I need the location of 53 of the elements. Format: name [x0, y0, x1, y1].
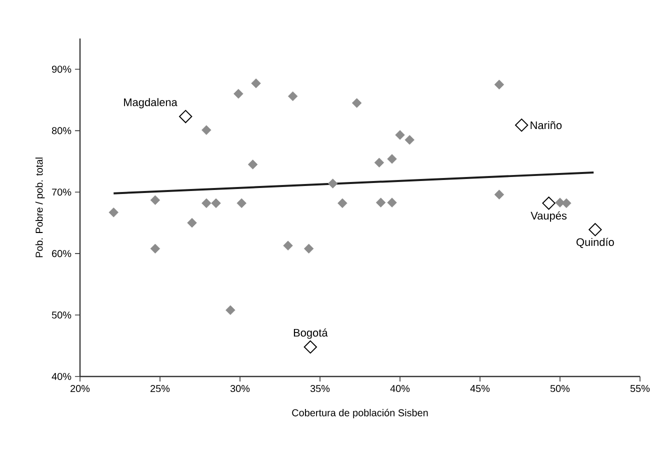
y-tick-label: 40% — [52, 372, 72, 380]
point — [542, 196, 556, 210]
point — [515, 118, 528, 132]
point — [304, 244, 314, 254]
point — [338, 198, 348, 208]
point — [150, 195, 160, 205]
point — [387, 198, 397, 208]
point — [374, 158, 384, 168]
y-tick-label: 50% — [52, 312, 72, 319]
point — [236, 198, 246, 208]
point — [150, 244, 160, 254]
x-tick-label: 25% — [150, 385, 170, 392]
point — [494, 190, 504, 200]
point — [248, 160, 258, 170]
point — [494, 80, 504, 90]
point — [202, 198, 212, 208]
point — [387, 154, 397, 164]
x-tick-label: 55% — [630, 384, 650, 392]
annotation: Nariño — [530, 121, 562, 130]
annotation: Vaupés — [530, 211, 567, 222]
point — [376, 198, 386, 208]
point — [328, 178, 338, 188]
point — [352, 98, 362, 108]
y-tick-label: 90% — [52, 66, 72, 73]
point — [226, 305, 236, 315]
point — [251, 78, 261, 88]
y-tick-label: 70% — [52, 188, 72, 196]
point — [234, 88, 244, 99]
x-axis-title: Cobertura de población Sisben — [292, 408, 428, 418]
y-tick-label: 60% — [52, 250, 72, 258]
point — [179, 110, 192, 124]
x-tick-label: 35% — [310, 385, 330, 392]
annotation: Bogotá — [294, 328, 328, 339]
x-tick-label: 30% — [230, 385, 250, 392]
y-tick-label: 80% — [52, 127, 72, 134]
point — [108, 208, 118, 218]
point — [211, 198, 221, 208]
point — [304, 340, 317, 354]
point — [404, 135, 414, 145]
x-tick-label: 20% — [70, 385, 90, 392]
point — [288, 91, 298, 102]
y-axis-title: Pob. Pobre / pob. total — [35, 158, 45, 258]
annotation: Quindío — [576, 238, 614, 248]
point — [588, 223, 602, 236]
point — [283, 240, 293, 250]
x-tick-label: 40% — [390, 385, 410, 392]
point — [395, 130, 405, 140]
point — [202, 125, 212, 135]
annotation: Magdalena — [124, 98, 178, 108]
point — [187, 218, 197, 228]
x-tick-label: 50% — [550, 385, 570, 392]
x-tick-label: 45% — [470, 384, 490, 392]
point — [562, 198, 572, 208]
